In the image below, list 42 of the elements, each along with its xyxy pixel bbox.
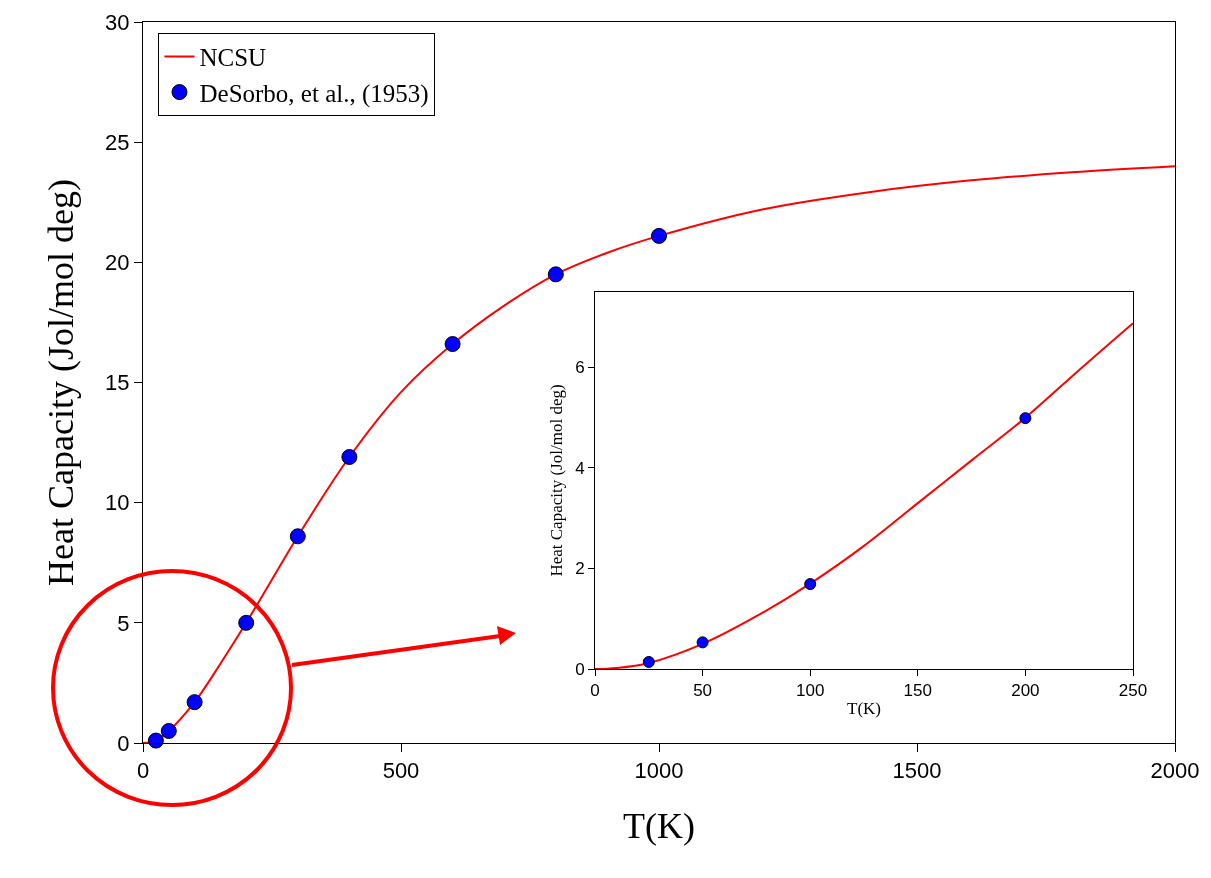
line-series: [595, 322, 1133, 669]
point: [186, 694, 203, 711]
y-tick-label: 20: [105, 250, 130, 276]
x-tick-label: 2000: [1150, 758, 1200, 784]
x-tick-label: 250: [1118, 681, 1148, 701]
point: [341, 449, 358, 465]
y-tick-label: 0: [575, 659, 585, 679]
x-tick-label: 500: [382, 758, 420, 784]
point: [160, 722, 177, 739]
x-tick-label: 0: [590, 681, 600, 701]
point: [238, 614, 255, 631]
x-axis-title: T(K): [623, 806, 695, 847]
y-tick-label: 4: [575, 458, 585, 478]
point: [696, 636, 709, 649]
point: [651, 227, 667, 244]
y-tick-label: 0: [117, 730, 130, 756]
point: [289, 528, 306, 545]
point: [147, 732, 164, 749]
x-tick-label: 50: [693, 681, 713, 701]
x-tick-label: 100: [796, 681, 825, 701]
x-tick-label: 150: [903, 681, 932, 701]
y-axis-title: Heat Capacity (Jol/mol deg): [41, 179, 82, 586]
point: [547, 266, 564, 283]
x-tick-label: 0: [136, 758, 150, 784]
y-tick-label: 10: [105, 490, 130, 516]
point: [1019, 412, 1032, 425]
point: [642, 655, 655, 668]
x-tick-label: 1000: [634, 758, 684, 784]
x-tick-label: 1500: [892, 758, 942, 784]
x-tick-label: 200: [1011, 681, 1040, 701]
y-tick-label: 5: [117, 610, 130, 636]
y-axis-title: Heat Capacity (Jol/mol deg): [546, 384, 566, 577]
y-tick-label: 15: [105, 370, 130, 396]
y-tick-label: 25: [105, 129, 130, 155]
y-tick-label: 6: [575, 358, 585, 378]
legend-label: NCSU: [199, 44, 267, 72]
point: [804, 578, 817, 591]
y-tick-label: 2: [575, 559, 585, 579]
y-tick-label: 30: [105, 9, 130, 35]
point: [444, 336, 461, 353]
x-axis-title: T(K): [847, 698, 881, 718]
legend-label: DeSorbo, et al., (1953): [199, 79, 429, 108]
